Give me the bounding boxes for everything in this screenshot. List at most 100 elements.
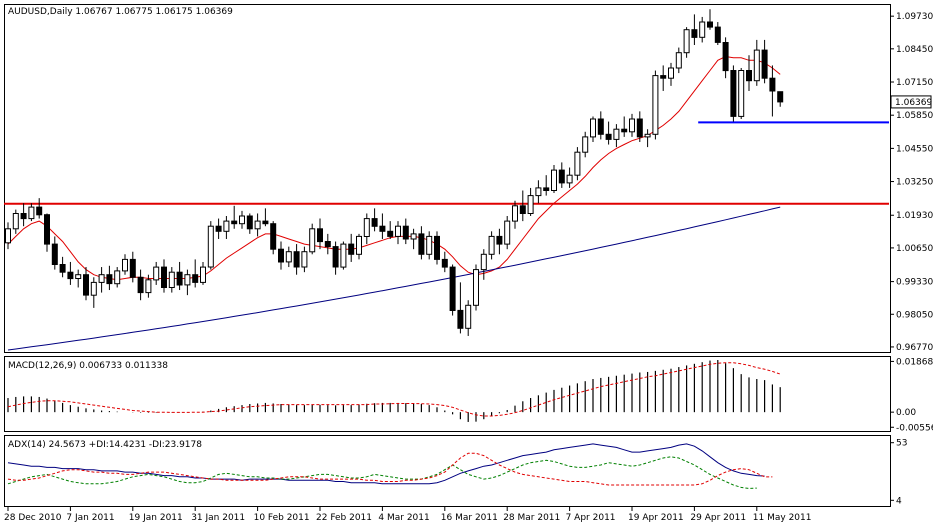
- candle: [231, 205, 238, 229]
- candle-body-down: [730, 70, 737, 117]
- candle: [114, 267, 121, 288]
- candle: [402, 218, 409, 245]
- candle-body-down: [317, 228, 323, 243]
- candle-body-down: [215, 225, 222, 232]
- candle-body-up: [613, 128, 620, 140]
- candle: [12, 209, 19, 234]
- price-axis-label: 1.05850: [896, 111, 933, 121]
- candle-body-down: [714, 26, 721, 43]
- candle-body-up: [652, 75, 659, 135]
- candle-body-down: [418, 233, 425, 255]
- candle-body-up: [75, 274, 82, 280]
- price-axis-label: 0.96770: [896, 343, 933, 353]
- price-axis-label: 0.98050: [896, 310, 933, 320]
- price-panel: [4, 9, 889, 351]
- price-axis-label: 1.07150: [896, 78, 933, 88]
- candle-body-down: [434, 235, 440, 260]
- candle: [730, 65, 737, 122]
- candle-body-up: [114, 270, 121, 285]
- date-axis-label: 11 May 2011: [753, 513, 812, 523]
- candle: [348, 233, 355, 262]
- date-axis-label: 4 Mar 2011: [378, 513, 429, 523]
- candle: [480, 249, 487, 280]
- candle: [44, 213, 50, 252]
- candle: [644, 129, 651, 148]
- price-axis-label: 1.04550: [896, 144, 933, 154]
- candle: [387, 221, 394, 239]
- candle: [465, 300, 472, 336]
- candle: [332, 241, 339, 275]
- candle: [371, 208, 378, 232]
- candle-body-down: [161, 266, 167, 289]
- candle-body-down: [636, 118, 643, 138]
- sma-fast-line: [7, 55, 781, 281]
- candle: [457, 282, 464, 334]
- candle-body-down: [262, 220, 269, 225]
- candle: [519, 190, 526, 222]
- candle-body-down: [51, 243, 58, 266]
- candle-body-up: [90, 281, 97, 296]
- candle: [668, 62, 674, 86]
- candle-body-up: [12, 213, 19, 230]
- candle: [67, 261, 74, 285]
- candle-body-up: [426, 235, 433, 255]
- candle-body-up: [340, 243, 347, 268]
- candle-body-down: [270, 223, 277, 250]
- main-panel-border: [4, 4, 891, 353]
- candle: [613, 124, 620, 148]
- candle-body-up: [699, 21, 706, 38]
- candle: [636, 111, 643, 142]
- date-axis-label: 22 Feb 2011: [316, 513, 372, 523]
- date-axis-label: 7 Apr 2011: [566, 513, 616, 523]
- candle-body-down: [558, 169, 565, 184]
- candle: [535, 180, 542, 204]
- candle: [558, 162, 565, 188]
- candle-body-down: [597, 118, 604, 135]
- candle: [137, 269, 144, 301]
- candle: [496, 228, 503, 255]
- candle-body-up: [239, 215, 245, 225]
- candle-body-down: [722, 42, 729, 72]
- candle-body-down: [769, 77, 776, 92]
- candle: [36, 198, 43, 219]
- candle-body-up: [5, 228, 11, 244]
- candle: [582, 131, 589, 158]
- candle: [161, 259, 167, 293]
- candle: [200, 261, 206, 285]
- candle: [746, 55, 752, 91]
- candle-body-up: [590, 118, 596, 138]
- candle: [605, 121, 612, 145]
- candle-body-up: [285, 251, 292, 263]
- candle-body-up: [535, 187, 542, 197]
- candle: [769, 65, 776, 117]
- candle: [574, 147, 581, 181]
- candle: [699, 16, 706, 43]
- date-axis-label: 29 Apr 2011: [690, 513, 746, 523]
- candle-body-up: [395, 225, 401, 237]
- adx-axis-label: 53: [896, 439, 907, 449]
- candle-body-down: [137, 276, 144, 294]
- candle: [395, 221, 401, 245]
- candle: [441, 251, 448, 273]
- candle-body-down: [691, 29, 698, 38]
- candle-body-down: [777, 91, 784, 103]
- candle-body-up: [122, 258, 128, 272]
- axes: 1.09730 1.08450 1.07150 1.05850 1.04550 1.032…: [4, 12, 933, 523]
- candle: [566, 167, 573, 188]
- candle: [98, 267, 105, 293]
- candle: [777, 91, 784, 107]
- candle-body-down: [332, 246, 339, 268]
- price-axis-label: 1.03250: [896, 178, 933, 188]
- price-axis-label: 1.09730: [896, 12, 933, 22]
- candle: [293, 244, 300, 275]
- candle: [449, 264, 456, 316]
- candle-body-down: [543, 187, 550, 191]
- candle-body-down: [605, 133, 612, 140]
- candle-body-down: [348, 243, 355, 255]
- adx-title: ADX(14) 24.5673 +DI:14.4231 -DI:23.9178: [8, 440, 202, 450]
- candle-body-up: [574, 151, 581, 176]
- candle: [356, 233, 362, 260]
- candle: [652, 70, 659, 140]
- candle-body-up: [363, 218, 370, 238]
